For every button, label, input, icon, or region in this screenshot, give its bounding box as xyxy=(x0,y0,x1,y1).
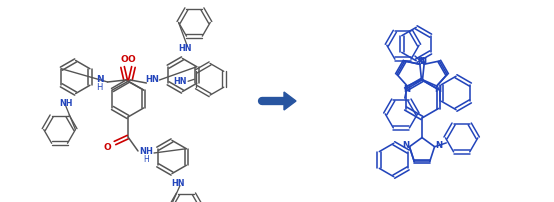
Text: H: H xyxy=(96,82,103,92)
Text: HN: HN xyxy=(146,76,160,84)
Text: N: N xyxy=(419,57,427,66)
Text: H: H xyxy=(143,155,149,163)
Text: N: N xyxy=(403,85,410,94)
Text: HN: HN xyxy=(171,179,184,188)
Text: N: N xyxy=(96,75,104,83)
Text: N: N xyxy=(434,85,441,94)
Text: N: N xyxy=(402,141,409,150)
Text: O: O xyxy=(127,55,135,63)
Polygon shape xyxy=(284,92,296,110)
Text: N: N xyxy=(418,57,425,66)
Text: O: O xyxy=(121,55,129,63)
Text: HN: HN xyxy=(173,77,187,86)
Text: HN: HN xyxy=(178,44,192,53)
Text: N: N xyxy=(435,141,442,150)
Text: O: O xyxy=(103,142,111,152)
Text: NH: NH xyxy=(139,146,153,156)
Text: NH: NH xyxy=(59,99,73,108)
